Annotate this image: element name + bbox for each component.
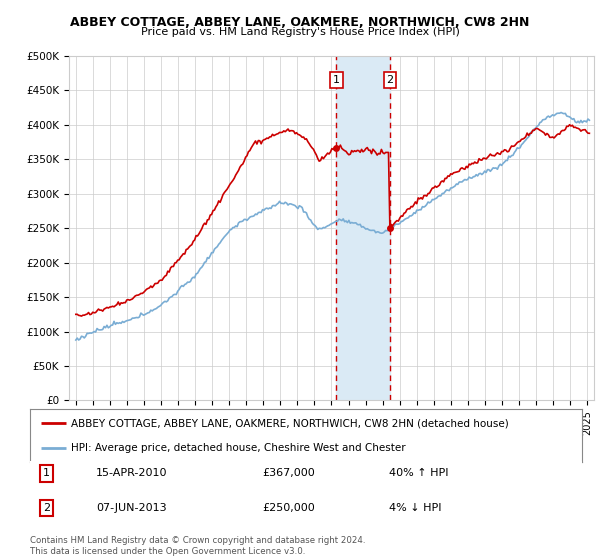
Bar — [337, 56, 390, 400]
Text: 4% ↓ HPI: 4% ↓ HPI — [389, 503, 442, 513]
Text: 2: 2 — [43, 503, 50, 513]
Text: 1: 1 — [43, 468, 50, 478]
Text: £367,000: £367,000 — [262, 468, 314, 478]
Text: 40% ↑ HPI: 40% ↑ HPI — [389, 468, 448, 478]
Text: 1: 1 — [333, 75, 340, 85]
Text: 2: 2 — [386, 75, 394, 85]
Text: ABBEY COTTAGE, ABBEY LANE, OAKMERE, NORTHWICH, CW8 2HN: ABBEY COTTAGE, ABBEY LANE, OAKMERE, NORT… — [70, 16, 530, 29]
Text: £250,000: £250,000 — [262, 503, 314, 513]
Text: Contains HM Land Registry data © Crown copyright and database right 2024.
This d: Contains HM Land Registry data © Crown c… — [30, 536, 365, 556]
Text: ABBEY COTTAGE, ABBEY LANE, OAKMERE, NORTHWICH, CW8 2HN (detached house): ABBEY COTTAGE, ABBEY LANE, OAKMERE, NORT… — [71, 418, 509, 428]
Text: 15-APR-2010: 15-APR-2010 — [96, 468, 168, 478]
Text: 07-JUN-2013: 07-JUN-2013 — [96, 503, 167, 513]
Text: Price paid vs. HM Land Registry's House Price Index (HPI): Price paid vs. HM Land Registry's House … — [140, 27, 460, 37]
Text: HPI: Average price, detached house, Cheshire West and Chester: HPI: Average price, detached house, Ches… — [71, 442, 406, 452]
